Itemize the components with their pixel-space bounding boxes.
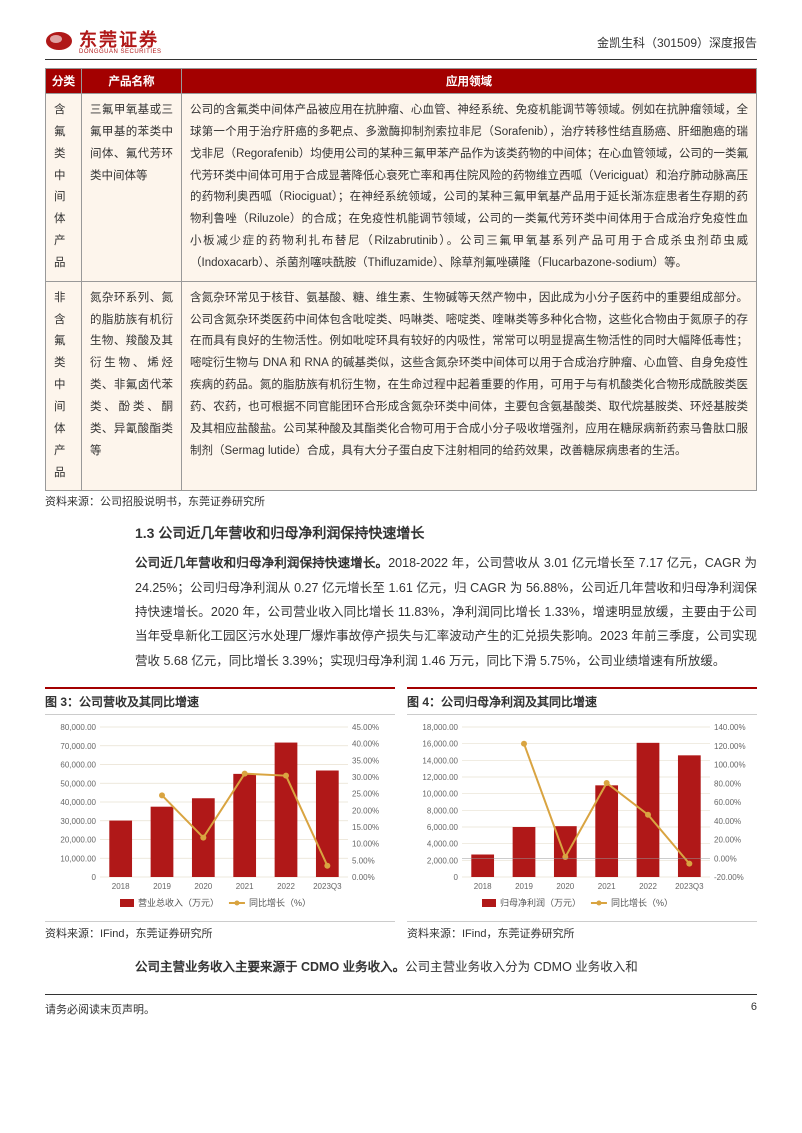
svg-text:40.00%: 40.00% [714, 817, 741, 826]
svg-text:2018: 2018 [474, 882, 492, 891]
svg-text:同比增长（%）: 同比增长（%） [249, 897, 311, 908]
chart-right: 图 4：公司归母净利润及其同比增速 0 2,000.00 4,000.00 6,000… [407, 687, 757, 941]
svg-text:50,000.00: 50,000.00 [60, 779, 96, 788]
svg-text:2022: 2022 [639, 882, 657, 891]
tail-paragraph: 公司主营业务收入主要来源于 CDMO 业务收入。公司主营业务收入分为 CDMO … [135, 955, 757, 979]
svg-text:0.00%: 0.00% [352, 873, 375, 882]
svg-text:2019: 2019 [515, 882, 533, 891]
cell-application: 公司的含氟类中间体产品被应用在抗肿瘤、心血管、神经系统、免疫机能调节等领域。例如… [182, 94, 757, 282]
svg-text:2023Q3: 2023Q3 [675, 882, 704, 891]
doc-title: 金凯生科（301509）深度报告 [597, 34, 757, 51]
svg-text:2020: 2020 [194, 882, 212, 891]
cell-product: 氮杂环系列、氮的脂肪族有机衍生物、羧酸及其衍生物、烯烃类、非氟卤代苯类、酚类、酮… [82, 281, 182, 491]
chart-left-title: 图 3：公司营收及其同比增速 [45, 687, 395, 715]
svg-text:0: 0 [454, 873, 459, 882]
svg-text:2021: 2021 [236, 882, 254, 891]
svg-text:5.00%: 5.00% [352, 857, 375, 866]
chart-right-source: 资料来源：IFind，东莞证券研究所 [407, 921, 757, 941]
svg-text:2,000.00: 2,000.00 [427, 857, 459, 866]
svg-text:0.00%: 0.00% [714, 854, 737, 863]
svg-text:10,000.00: 10,000.00 [422, 790, 458, 799]
svg-text:30.00%: 30.00% [352, 773, 379, 782]
body-rest: 2018-2022 年，公司营收从 3.01 亿元增长至 7.17 亿元，CAG… [135, 556, 757, 668]
svg-text:4,000.00: 4,000.00 [427, 840, 459, 849]
svg-text:100.00%: 100.00% [714, 761, 746, 770]
chart-right-svg: 0 2,000.00 4,000.00 6,000.00 8,000.00 10,000.… [407, 719, 757, 919]
th-application: 应用领域 [182, 69, 757, 94]
products-table: 分类 产品名称 应用领域 含氟类中间体产品 三氟甲氧基或三氟甲基的苯类中间体、氟… [45, 68, 757, 491]
svg-text:15.00%: 15.00% [352, 823, 379, 832]
section-body: 公司近几年营收和归母净利润保持快速增长。2018-2022 年，公司营收从 3.… [135, 551, 757, 673]
svg-text:60,000.00: 60,000.00 [60, 761, 96, 770]
chart-left-svg: 0 10,000.00 20,000.00 30,000.00 40,000.00 50,… [45, 719, 395, 919]
svg-text:25.00%: 25.00% [352, 790, 379, 799]
svg-text:6,000.00: 6,000.00 [427, 823, 459, 832]
svg-text:2018: 2018 [112, 882, 130, 891]
cell-application: 含氮杂环常见于核苷、氨基酸、糖、维生素、生物碱等天然产物中，因此成为小分子医药中… [182, 281, 757, 491]
svg-text:140.00%: 140.00% [714, 723, 746, 732]
th-product: 产品名称 [82, 69, 182, 94]
svg-text:40,000.00: 40,000.00 [60, 798, 96, 807]
svg-text:80.00%: 80.00% [714, 779, 741, 788]
svg-text:80,000.00: 80,000.00 [60, 723, 96, 732]
svg-text:-20.00%: -20.00% [714, 873, 744, 882]
cell-category: 非含氟类中间体产品 [46, 281, 82, 491]
chart-right-title: 图 4：公司归母净利润及其同比增速 [407, 687, 757, 715]
svg-text:8,000.00: 8,000.00 [427, 807, 459, 816]
svg-text:0: 0 [92, 873, 97, 882]
svg-text:70,000.00: 70,000.00 [60, 742, 96, 751]
svg-text:2021: 2021 [598, 882, 616, 891]
chart-left: 图 3：公司营收及其同比增速 0 10,000.00 20,000.00 30,000… [45, 687, 395, 941]
table-source: 资料来源：公司招股说明书，东莞证券研究所 [45, 493, 757, 509]
table-row: 含氟类中间体产品 三氟甲氧基或三氟甲基的苯类中间体、氟代芳环类中间体等 公司的含… [46, 94, 757, 282]
footer-disclaimer: 请务必阅读末页声明。 [45, 1001, 155, 1017]
charts-row: 图 3：公司营收及其同比增速 0 10,000.00 20,000.00 30,000… [45, 687, 757, 941]
svg-text:同比增长（%）: 同比增长（%） [611, 897, 673, 908]
tail-lead: 公司主营业务收入主要来源于 CDMO 业务收入。 [135, 960, 405, 974]
body-lead: 公司近几年营收和归母净利润保持快速增长。 [135, 556, 388, 570]
svg-text:18,000.00: 18,000.00 [422, 723, 458, 732]
svg-text:120.00%: 120.00% [714, 742, 746, 751]
svg-text:营业总收入（万元）: 营业总收入（万元） [138, 897, 219, 908]
logo-icon [45, 30, 73, 55]
svg-text:16,000.00: 16,000.00 [422, 740, 458, 749]
page-footer: 请务必阅读末页声明。 6 [45, 994, 757, 1017]
svg-text:14,000.00: 14,000.00 [422, 757, 458, 766]
chart-left-source: 资料来源：IFind，东莞证券研究所 [45, 921, 395, 941]
th-category: 分类 [46, 69, 82, 94]
svg-text:12,000.00: 12,000.00 [422, 773, 458, 782]
svg-text:归母净利润（万元）: 归母净利润（万元） [500, 897, 581, 908]
svg-text:30,000.00: 30,000.00 [60, 817, 96, 826]
logo-text-en: DONGGUAN SECURITIES [79, 49, 162, 55]
svg-text:35.00%: 35.00% [352, 757, 379, 766]
svg-text:20.00%: 20.00% [714, 836, 741, 845]
logo-text-cn: 东莞证券 [79, 31, 162, 49]
section-title: 1.3 公司近几年营收和归母净利润保持快速增长 [135, 523, 757, 543]
logo: 东莞证券 DONGGUAN SECURITIES [45, 30, 162, 55]
svg-text:20,000.00: 20,000.00 [60, 836, 96, 845]
page-number: 6 [751, 1001, 757, 1017]
svg-text:45.00%: 45.00% [352, 723, 379, 732]
page-header: 东莞证券 DONGGUAN SECURITIES 金凯生科（301509）深度报… [45, 30, 757, 60]
table-row: 非含氟类中间体产品 氮杂环系列、氮的脂肪族有机衍生物、羧酸及其衍生物、烯烃类、非… [46, 281, 757, 491]
svg-text:2023Q3: 2023Q3 [313, 882, 342, 891]
svg-text:2019: 2019 [153, 882, 171, 891]
svg-text:2020: 2020 [556, 882, 574, 891]
cell-category: 含氟类中间体产品 [46, 94, 82, 282]
svg-text:10.00%: 10.00% [352, 840, 379, 849]
tail-rest: 公司主营业务收入分为 CDMO 业务收入和 [405, 960, 638, 974]
svg-text:10,000.00: 10,000.00 [60, 854, 96, 863]
svg-text:60.00%: 60.00% [714, 798, 741, 807]
svg-text:2022: 2022 [277, 882, 295, 891]
svg-text:20.00%: 20.00% [352, 807, 379, 816]
cell-product: 三氟甲氧基或三氟甲基的苯类中间体、氟代芳环类中间体等 [82, 94, 182, 282]
svg-text:40.00%: 40.00% [352, 740, 379, 749]
